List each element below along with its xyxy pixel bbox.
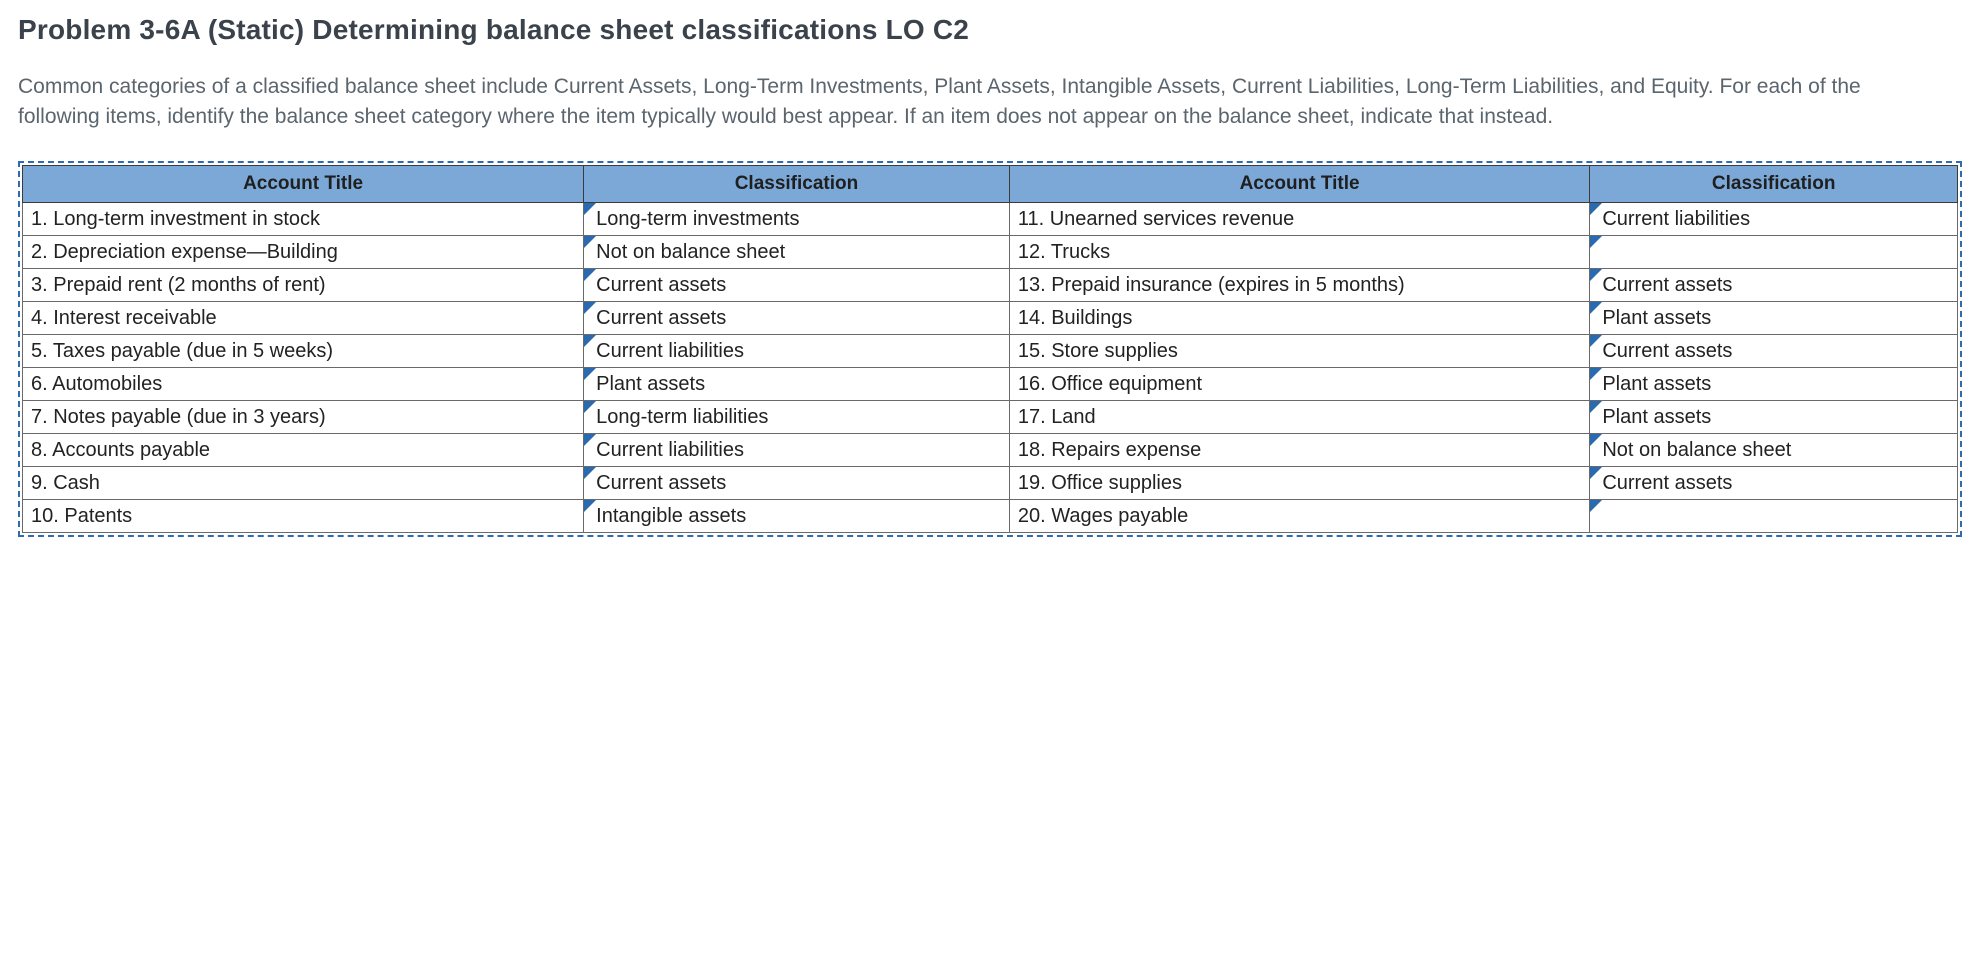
table-row: 9. CashCurrent assets19. Office supplies… [23, 466, 1958, 499]
account-title-cell: 15. Store supplies [1009, 334, 1590, 367]
account-title-cell: 14. Buildings [1009, 301, 1590, 334]
table-row: 10. PatentsIntangible assets20. Wages pa… [23, 499, 1958, 532]
table-row: 8. Accounts payableCurrent liabilities18… [23, 433, 1958, 466]
account-title-cell: 8. Accounts payable [23, 433, 584, 466]
account-title-cell: 9. Cash [23, 466, 584, 499]
col-header-classification-right: Classification [1590, 165, 1958, 202]
classification-dropdown[interactable]: Current assets [584, 301, 1010, 334]
account-title-cell: 10. Patents [23, 499, 584, 532]
table-row: 5. Taxes payable (due in 5 weeks)Current… [23, 334, 1958, 367]
classification-dropdown[interactable]: Long-term investments [584, 202, 1010, 235]
account-title-cell: 2. Depreciation expense—Building [23, 235, 584, 268]
table-row: 3. Prepaid rent (2 months of rent)Curren… [23, 268, 1958, 301]
classification-dropdown[interactable]: Current assets [1590, 334, 1958, 367]
account-title-cell: 18. Repairs expense [1009, 433, 1590, 466]
classification-dropdown[interactable]: Current assets [1590, 466, 1958, 499]
classification-dropdown[interactable]: Current liabilities [584, 433, 1010, 466]
table-header-row: Account Title Classification Account Tit… [23, 165, 1958, 202]
classification-dropdown[interactable]: Plant assets [1590, 367, 1958, 400]
account-title-cell: 6. Automobiles [23, 367, 584, 400]
account-title-cell: 11. Unearned services revenue [1009, 202, 1590, 235]
table-body: 1. Long-term investment in stockLong-ter… [23, 202, 1958, 532]
account-title-cell: 7. Notes payable (due in 3 years) [23, 400, 584, 433]
classification-dropdown[interactable]: Intangible assets [584, 499, 1010, 532]
classification-dropdown[interactable]: Long-term liabilities [584, 400, 1010, 433]
col-header-account-title-left: Account Title [23, 165, 584, 202]
classification-dropdown[interactable] [1590, 235, 1958, 268]
classification-dropdown[interactable]: Current assets [1590, 268, 1958, 301]
classification-dropdown[interactable]: Not on balance sheet [1590, 433, 1958, 466]
table-row: 1. Long-term investment in stockLong-ter… [23, 202, 1958, 235]
classification-dropdown[interactable]: Current liabilities [1590, 202, 1958, 235]
intro-paragraph: Common categories of a classified balanc… [18, 72, 1918, 133]
classification-table-wrap: Account Title Classification Account Tit… [18, 161, 1962, 537]
account-title-cell: 17. Land [1009, 400, 1590, 433]
page-title: Problem 3-6A (Static) Determining balanc… [18, 14, 1962, 46]
table-row: 6. AutomobilesPlant assets16. Office equ… [23, 367, 1958, 400]
col-header-account-title-right: Account Title [1009, 165, 1590, 202]
account-title-cell: 1. Long-term investment in stock [23, 202, 584, 235]
classification-dropdown[interactable]: Plant assets [1590, 400, 1958, 433]
classification-dropdown[interactable]: Current assets [584, 466, 1010, 499]
classification-dropdown[interactable]: Plant assets [1590, 301, 1958, 334]
account-title-cell: 5. Taxes payable (due in 5 weeks) [23, 334, 584, 367]
account-title-cell: 3. Prepaid rent (2 months of rent) [23, 268, 584, 301]
classification-table: Account Title Classification Account Tit… [22, 165, 1958, 533]
account-title-cell: 12. Trucks [1009, 235, 1590, 268]
table-row: 4. Interest receivableCurrent assets14. … [23, 301, 1958, 334]
account-title-cell: 16. Office equipment [1009, 367, 1590, 400]
classification-dropdown[interactable]: Current liabilities [584, 334, 1010, 367]
table-row: 2. Depreciation expense—BuildingNot on b… [23, 235, 1958, 268]
classification-dropdown[interactable] [1590, 499, 1958, 532]
classification-dropdown[interactable]: Current assets [584, 268, 1010, 301]
table-row: 7. Notes payable (due in 3 years)Long-te… [23, 400, 1958, 433]
account-title-cell: 20. Wages payable [1009, 499, 1590, 532]
col-header-classification-left: Classification [584, 165, 1010, 202]
classification-dropdown[interactable]: Plant assets [584, 367, 1010, 400]
account-title-cell: 19. Office supplies [1009, 466, 1590, 499]
account-title-cell: 13. Prepaid insurance (expires in 5 mont… [1009, 268, 1590, 301]
account-title-cell: 4. Interest receivable [23, 301, 584, 334]
classification-dropdown[interactable]: Not on balance sheet [584, 235, 1010, 268]
